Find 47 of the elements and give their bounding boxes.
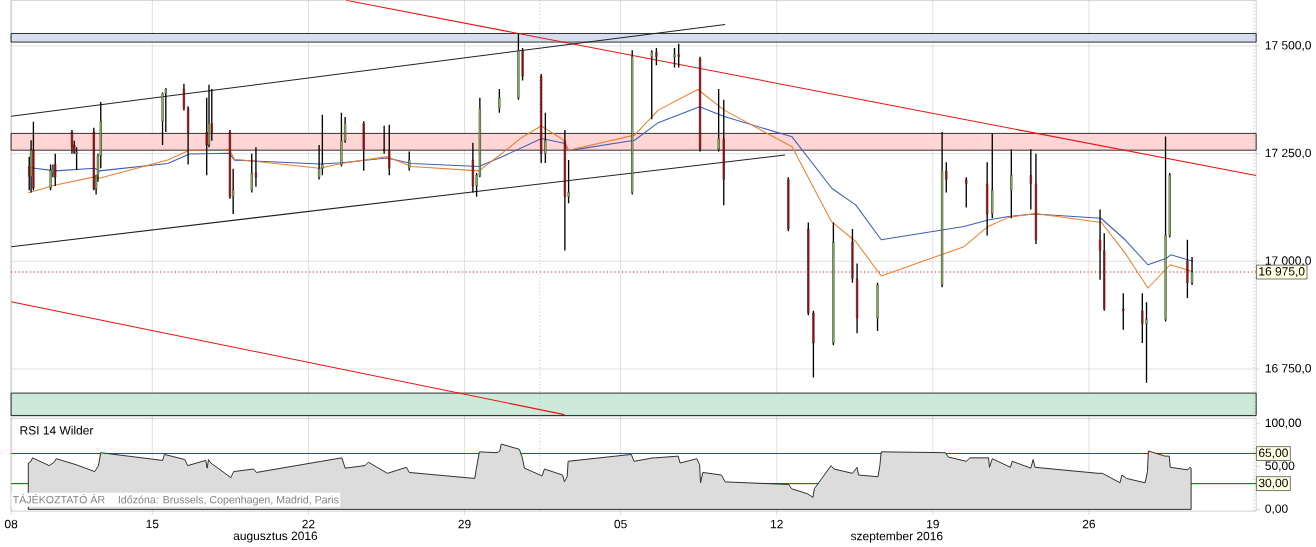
x-tick-label: 19 <box>927 519 939 529</box>
text: szeptember 2016 <box>850 531 943 543</box>
candlestick <box>54 152 57 187</box>
candlestick <box>1145 301 1148 384</box>
text: augusztus 2016 <box>233 531 318 543</box>
y-tick-label: 50,00 <box>1265 461 1295 472</box>
candlestick <box>182 83 185 112</box>
candlestick <box>876 282 879 332</box>
candlestick <box>851 228 854 284</box>
candlestick <box>1099 208 1102 281</box>
x-tick-label: 05 <box>614 519 627 529</box>
ref-line-label: 16 975,0 <box>1259 267 1305 277</box>
candlestick <box>1122 292 1125 331</box>
candlestick <box>1103 232 1106 312</box>
x-tick-label: 29 <box>458 519 471 529</box>
y-tick-label: 17 500,0 <box>1265 40 1311 51</box>
candlestick <box>49 163 52 191</box>
candlestick <box>986 161 989 237</box>
candlestick <box>1186 239 1189 299</box>
candlestick <box>1141 292 1144 344</box>
candlestick <box>650 49 653 120</box>
candlestick <box>655 47 658 66</box>
x-tick-label: 08 <box>4 519 18 529</box>
candlestick <box>812 310 815 379</box>
candlestick <box>1190 256 1194 286</box>
annotation: Időzóna: Brussels, Copenhagen, Madrid, Paris <box>118 495 339 506</box>
candlestick <box>1034 152 1037 245</box>
candlestick <box>856 262 859 334</box>
candlestick <box>498 88 501 114</box>
ref-line-label: 30,00 <box>1258 478 1288 489</box>
chart-title: RSI 14 Wilder <box>20 425 94 435</box>
y-tick-label: 17 000,0 <box>1265 256 1311 267</box>
candlestick <box>965 176 968 209</box>
candlestick <box>832 221 835 346</box>
annotation: TÁJÉKOZTATÓ ÁR <box>12 494 105 504</box>
y-tick-label: 17 250,0 <box>1265 148 1311 159</box>
x-tick-label: 22 <box>302 519 315 529</box>
y-tick-label: 16 750,0 <box>1265 363 1311 374</box>
y-tick-label: 100,00 <box>1265 418 1301 429</box>
candlestick <box>673 47 676 69</box>
candlestick <box>250 152 253 194</box>
x-tick-label: 12 <box>770 519 783 529</box>
y-tick-label: 0,00 <box>1265 504 1288 515</box>
x-tick-label: 26 <box>1082 519 1096 529</box>
ref-line-label: 65,00 <box>1259 448 1288 459</box>
line-series <box>27 88 1194 289</box>
x-tick-label: 15 <box>146 519 159 529</box>
